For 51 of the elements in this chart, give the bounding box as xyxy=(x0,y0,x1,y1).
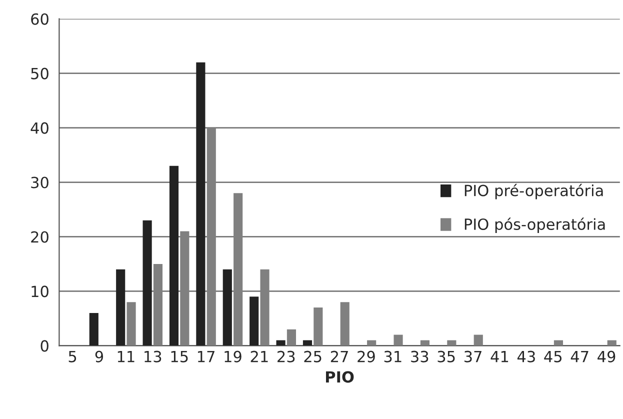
bar xyxy=(116,269,126,346)
x-tick-label: 29 xyxy=(358,350,375,362)
y-tick-label: 20 xyxy=(31,231,48,243)
bar xyxy=(89,312,98,346)
bar xyxy=(196,62,206,346)
y-tick-label: 60 xyxy=(31,13,48,25)
x-tick-label: 45 xyxy=(544,351,562,362)
y-tick-label: 40 xyxy=(30,122,48,134)
y-tick-label: 10 xyxy=(32,286,48,298)
x-tick-label: 41 xyxy=(490,351,508,362)
bar xyxy=(250,296,259,346)
bar xyxy=(222,269,232,346)
bar xyxy=(420,340,430,346)
legend-label: PIO pré-operatória xyxy=(464,184,603,200)
x-tick-label: 15 xyxy=(171,351,188,362)
y-tick-label: 50 xyxy=(31,68,48,80)
x-tick-label: 23 xyxy=(278,350,295,362)
legend-label: PIO pós-operatória xyxy=(464,218,605,233)
bar xyxy=(142,220,152,346)
bar xyxy=(340,302,350,346)
bar xyxy=(607,340,616,346)
x-tick-label: 13 xyxy=(144,350,162,362)
y-tick-label: 30 xyxy=(31,176,48,188)
x-tick-label: 11 xyxy=(118,351,134,362)
x-tick-label: 19 xyxy=(224,350,242,362)
bar xyxy=(286,329,296,346)
bar xyxy=(554,340,564,346)
bar xyxy=(169,166,179,346)
x-tick-label: 43 xyxy=(517,350,535,362)
x-tick-label: 37 xyxy=(464,350,482,362)
x-tick-label: 21 xyxy=(250,350,268,362)
x-tick-label: 27 xyxy=(330,350,348,362)
y-tick-label: 0 xyxy=(40,340,48,352)
x-tick-label: 35 xyxy=(438,350,455,362)
x-tick-label: 5 xyxy=(68,351,76,362)
x-tick-label: 25 xyxy=(304,350,322,362)
x-tick-label: 33 xyxy=(411,350,428,362)
bar xyxy=(276,340,286,346)
bar xyxy=(302,340,312,346)
x-tick-label: 47 xyxy=(570,351,588,362)
bar xyxy=(367,340,376,346)
x-tick-label: 17 xyxy=(198,351,214,362)
bar xyxy=(126,302,136,346)
x-tick-label: 31 xyxy=(384,350,402,362)
bar xyxy=(474,334,483,346)
x-axis-title: PIO xyxy=(326,371,354,383)
bar xyxy=(447,340,456,346)
bar xyxy=(394,334,403,346)
x-tick-label: 49 xyxy=(598,350,616,362)
x-tick-label: 9 xyxy=(95,350,104,362)
bar xyxy=(314,308,323,346)
